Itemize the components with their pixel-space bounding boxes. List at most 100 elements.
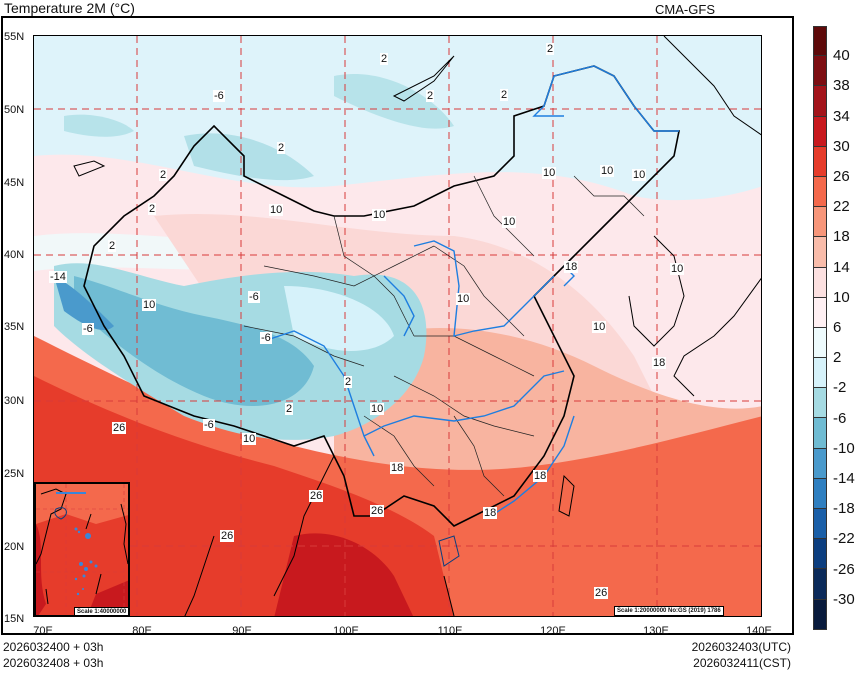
lat-label-45n: 45N	[4, 177, 25, 189]
colorbar-segment	[813, 56, 827, 87]
contour-label: 2	[277, 142, 286, 154]
colorbar-segment	[813, 599, 827, 630]
contour-label: 26	[309, 490, 324, 502]
colorbar-segment	[813, 297, 827, 328]
colorbar-tick-label: 6	[833, 319, 842, 336]
lon-label-110e: 110E	[437, 625, 463, 637]
contour-label: 10	[542, 167, 557, 179]
lon-label-140e: 140E	[746, 625, 772, 637]
contour-label: 2	[159, 169, 168, 181]
lat-label-20n: 20N	[4, 541, 25, 553]
colorbar	[813, 26, 827, 630]
colorbar-segment	[813, 509, 827, 540]
lat-label-40n: 40N	[4, 249, 25, 261]
contour-label: 10	[456, 293, 471, 305]
contour-label: 10	[269, 204, 284, 216]
colorbar-segment	[813, 569, 827, 600]
lat-label-25n: 25N	[4, 468, 25, 480]
colorbar-segment	[813, 358, 827, 389]
colorbar-segment	[813, 267, 827, 298]
contour-label: 10	[632, 169, 647, 181]
colorbar-tick-label: -26	[833, 560, 855, 578]
colorbar-segment	[813, 478, 827, 509]
contour-label: 2	[344, 376, 353, 388]
contour-label: 10	[242, 433, 257, 445]
contour-label: -6	[213, 90, 225, 102]
colorbar-tick-label: -30	[833, 590, 855, 608]
contour-label: -6	[82, 323, 94, 335]
colorbar-segment	[813, 327, 827, 359]
lat-label-15n: 15N	[4, 613, 25, 625]
contour-label: 10	[600, 165, 615, 177]
model-name: CMA-GFS	[655, 2, 715, 17]
contour-label: 2	[108, 240, 117, 252]
inset-scale-label: Scale 1:40000000	[74, 607, 128, 615]
contour-label: 10	[670, 263, 685, 275]
colorbar-segment	[813, 448, 827, 479]
contour-label: -6	[248, 291, 260, 303]
lat-label-50n: 50N	[4, 104, 25, 116]
init-time-utc: 2026032400 + 03h	[3, 640, 104, 654]
contour-label: 10	[370, 403, 385, 415]
contour-label: 10	[372, 209, 387, 221]
map-scale-label: Scale 1:20000000 No:GS (2019) 1786	[614, 606, 724, 616]
colorbar-segment	[813, 388, 827, 419]
colorbar-tick-label: 34	[833, 107, 850, 125]
colorbar-tick-label: 26	[833, 168, 850, 185]
map-canvas	[34, 36, 761, 616]
lon-label-70e: 70E	[33, 625, 53, 637]
contour-label: 2	[500, 89, 509, 101]
colorbar-segment	[813, 146, 827, 177]
lon-label-90e: 90E	[232, 625, 252, 637]
colorbar-segment	[813, 418, 827, 449]
chart-title: Temperature 2M (°C)	[4, 0, 135, 16]
colorbar-segment	[813, 207, 827, 238]
temperature-map[interactable]: Scale 1:20000000 No:GS (2019) 1786	[33, 35, 762, 617]
colorbar-tick-label: 38	[833, 77, 850, 95]
lon-label-100e: 100E	[333, 625, 359, 637]
colorbar-tick-label: 30	[833, 137, 850, 155]
colorbar-tick-label: 10	[833, 288, 850, 306]
colorbar-tick-label: -22	[833, 530, 855, 548]
contour-label: 2	[426, 90, 435, 102]
contour-label: 10	[142, 299, 157, 311]
colorbar-tick-label: 22	[833, 198, 850, 216]
contour-label: 26	[220, 530, 235, 542]
lon-label-80e: 80E	[132, 625, 152, 637]
inset-map	[36, 484, 128, 615]
colorbar-segment	[813, 116, 827, 147]
contour-label: 2	[546, 43, 555, 55]
lat-label-35n: 35N	[4, 321, 25, 333]
colorbar-tick-label: 14	[833, 258, 850, 276]
colorbar-tick-label: -6	[833, 409, 847, 427]
colorbar-tick-label: 2	[833, 349, 842, 367]
contour-label: 2	[148, 203, 157, 215]
contour-label: 26	[594, 587, 609, 599]
colorbar-segment	[813, 176, 827, 208]
lon-label-130e: 130E	[643, 625, 669, 637]
colorbar-tick-label: 40	[833, 47, 850, 65]
lat-label-30n: 30N	[4, 395, 25, 407]
contour-label: 2	[380, 53, 389, 65]
contour-label: -14	[49, 271, 67, 283]
contour-label: 18	[564, 261, 579, 273]
colorbar-tick-label: -18	[833, 500, 855, 518]
lon-label-120e: 120E	[540, 625, 566, 637]
valid-time-utc: 2026032403(UTC)	[691, 640, 791, 654]
contour-label: 18	[390, 462, 405, 474]
contour-label: 10	[502, 216, 517, 228]
contour-label: 2	[285, 403, 294, 415]
valid-time-cst: 2026032411(CST)	[693, 656, 791, 670]
contour-label: 26	[112, 422, 127, 434]
contour-label: 18	[652, 357, 667, 369]
colorbar-tick-label: -2	[833, 379, 847, 397]
colorbar-tick-label: -14	[833, 470, 855, 487]
contour-label: 26	[370, 505, 385, 517]
colorbar-segment	[813, 26, 827, 57]
colorbar-tick-label: -10	[833, 439, 855, 457]
contour-label: 18	[533, 470, 548, 482]
contour-label: 18	[483, 507, 498, 519]
colorbar-segment	[813, 237, 827, 268]
init-time-cst: 2026032408 + 03h	[3, 656, 104, 670]
south-china-sea-inset: Scale 1:40000000	[34, 482, 130, 617]
